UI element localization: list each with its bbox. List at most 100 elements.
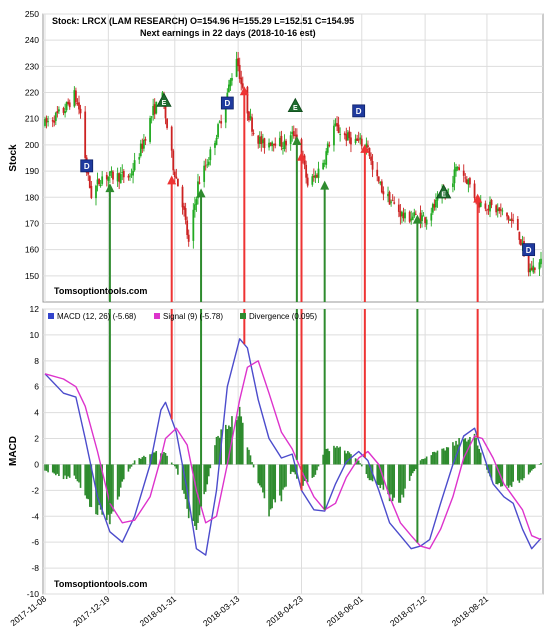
divergence-bar — [393, 464, 396, 498]
divergence-bar — [224, 424, 227, 465]
divergence-bar — [204, 464, 207, 492]
divergence-bar — [367, 464, 369, 479]
price-candle-body — [65, 101, 68, 111]
divergence-bar — [444, 450, 446, 465]
divergence-bar — [453, 445, 456, 465]
price-candle-body — [365, 143, 368, 148]
divergence-bar — [75, 464, 77, 479]
price-candle-body — [414, 213, 417, 215]
price-candle-body — [101, 176, 104, 184]
divergence-bar — [76, 464, 79, 482]
price-candle-body — [78, 102, 80, 110]
price-candle-body — [218, 121, 221, 123]
price-candle-body — [333, 125, 335, 146]
divergence-bar — [452, 442, 454, 465]
price-candle-body — [345, 134, 348, 141]
divergence-bar — [164, 453, 167, 465]
dividend-marker — [352, 104, 366, 118]
macd-legend: MACD (12, 26) (-5.68) Signal (9) (-5.78)… — [48, 312, 317, 321]
price-candle-body — [280, 135, 283, 147]
divergence-bar — [62, 464, 65, 480]
price-candle-body — [507, 216, 510, 220]
divergence-bar — [58, 464, 60, 477]
price-candle-body — [269, 142, 272, 146]
price-candle-body — [435, 200, 437, 208]
divergence-bar — [107, 464, 110, 515]
divergence-bar — [447, 447, 450, 465]
price-candle-body — [436, 196, 439, 201]
divergence-bar — [411, 464, 414, 474]
earnings-marker-label: E — [293, 105, 298, 112]
price-candle-body — [203, 165, 206, 182]
price-candle-body — [506, 212, 508, 217]
divergence-bar — [84, 464, 86, 496]
divergence-bar — [99, 464, 102, 510]
price-candle-body — [391, 200, 394, 202]
macd-y-tick-label: 10 — [30, 330, 40, 340]
price-candle-body — [380, 181, 383, 193]
divergence-bar — [215, 436, 218, 465]
macd-watermark: Tomsoptiontools.com — [54, 579, 147, 589]
divergence-bar — [509, 464, 511, 486]
divergence-bar — [530, 464, 533, 471]
price-candle-body — [144, 138, 147, 141]
divergence-bar — [402, 464, 405, 498]
divergence-bar — [226, 429, 229, 465]
price-candle-body — [99, 184, 102, 186]
price-candle-body — [260, 136, 263, 145]
dividend-marker-label: D — [356, 107, 362, 116]
legend-swatch-macd — [48, 313, 54, 319]
earnings-marker-label: E — [162, 100, 167, 107]
buy-signal-arrowhead — [412, 214, 422, 224]
sell-signal-arrowhead — [167, 175, 177, 185]
divergence-bar — [144, 456, 147, 465]
divergence-bar — [238, 406, 241, 465]
dividend-marker-label: D — [224, 99, 230, 108]
price-candle-body — [397, 204, 400, 212]
divergence-bar — [436, 450, 439, 465]
price-candle-body — [79, 108, 82, 114]
price-candle-body — [45, 118, 48, 123]
price-candle-body — [58, 109, 60, 112]
divergence-bar — [289, 464, 292, 474]
price-candle-body — [376, 169, 379, 177]
macd-y-label: MACD — [8, 436, 19, 466]
price-candle-body — [452, 183, 454, 188]
divergence-bar — [422, 458, 425, 465]
price-candle-body — [235, 58, 238, 77]
divergence-bar — [322, 454, 324, 465]
legend-macd: MACD (12, 26) (-5.68) — [57, 312, 136, 321]
divergence-bar — [432, 452, 434, 465]
divergence-bar — [464, 438, 467, 465]
macd-y-tick-label: -6 — [31, 537, 39, 547]
divergence-bar — [347, 451, 349, 465]
divergence-bar — [195, 464, 198, 530]
divergence-bar — [306, 464, 309, 483]
divergence-bar — [127, 464, 130, 472]
price-candle-body — [197, 181, 199, 199]
divergence-bar — [152, 452, 154, 465]
divergence-bar — [442, 448, 445, 465]
price-candles — [44, 51, 542, 277]
divergence-bar — [65, 464, 68, 479]
divergence-bar — [475, 437, 477, 465]
sell-signal-arrowhead — [296, 151, 306, 161]
divergence-bar — [96, 464, 99, 515]
price-candle-body — [529, 268, 532, 273]
price-candle-body — [209, 149, 212, 161]
price-candle-body — [337, 124, 340, 133]
divergence-bar — [67, 464, 69, 477]
divergence-bar — [490, 464, 493, 481]
divergence-bar — [495, 464, 497, 485]
divergence-bar — [90, 464, 93, 508]
dividend-marker — [522, 243, 536, 257]
price-candle-body — [155, 101, 158, 114]
price-candle-body — [295, 134, 298, 138]
price-candle-body — [499, 209, 502, 211]
price-candle-body — [272, 143, 275, 145]
price-candle-body — [377, 176, 380, 182]
divergence-bar — [484, 464, 487, 466]
divergence-bar — [326, 448, 329, 465]
divergence-bar — [469, 437, 471, 465]
price-candle-body — [195, 199, 198, 205]
